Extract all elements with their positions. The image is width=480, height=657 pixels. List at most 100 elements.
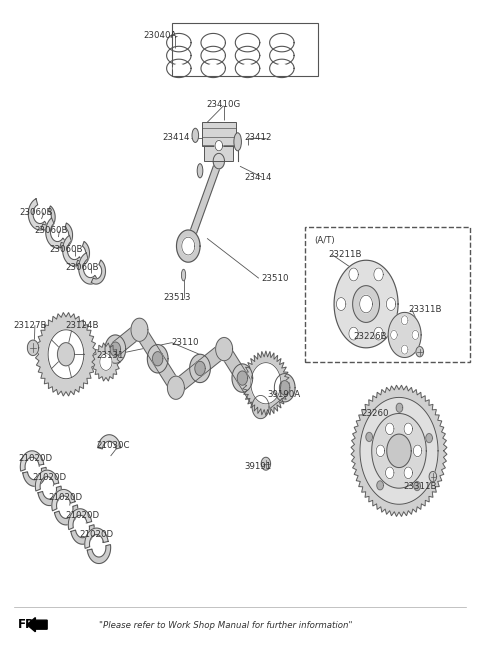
Polygon shape	[87, 545, 110, 564]
Polygon shape	[349, 327, 358, 340]
Polygon shape	[92, 343, 120, 381]
Polygon shape	[154, 353, 180, 393]
Polygon shape	[173, 64, 184, 72]
Text: 23410G: 23410G	[206, 100, 240, 109]
Text: 21030C: 21030C	[96, 442, 130, 450]
Text: 23260: 23260	[361, 409, 389, 418]
Text: 23060B: 23060B	[19, 208, 52, 217]
Text: (A/T): (A/T)	[314, 237, 335, 246]
Text: 23127B: 23127B	[13, 321, 47, 330]
Polygon shape	[23, 467, 46, 486]
Polygon shape	[76, 242, 89, 266]
Text: 23060B: 23060B	[49, 246, 83, 254]
Bar	[172, 23, 318, 76]
Polygon shape	[173, 362, 203, 394]
Polygon shape	[377, 481, 384, 490]
Polygon shape	[41, 206, 55, 230]
Text: 23110: 23110	[172, 338, 199, 347]
Polygon shape	[388, 313, 421, 357]
Polygon shape	[208, 64, 219, 72]
Polygon shape	[360, 397, 438, 505]
Polygon shape	[349, 268, 358, 281]
Text: 21020D: 21020D	[32, 474, 66, 482]
Polygon shape	[374, 327, 383, 340]
Polygon shape	[374, 268, 383, 281]
Polygon shape	[182, 237, 195, 255]
Polygon shape	[105, 335, 126, 363]
Text: 21020D: 21020D	[79, 530, 113, 539]
Polygon shape	[391, 330, 397, 340]
Polygon shape	[336, 298, 346, 311]
Polygon shape	[68, 509, 92, 530]
Polygon shape	[413, 445, 422, 457]
Polygon shape	[386, 298, 396, 311]
Text: 23414: 23414	[245, 173, 272, 182]
Bar	[202, 122, 236, 146]
Polygon shape	[237, 371, 248, 385]
Text: 23414: 23414	[162, 133, 190, 143]
Polygon shape	[429, 472, 437, 482]
Text: 39190A: 39190A	[267, 390, 300, 399]
Polygon shape	[58, 343, 74, 366]
Polygon shape	[195, 361, 205, 376]
Text: 21020D: 21020D	[18, 454, 52, 463]
Polygon shape	[353, 286, 380, 323]
Polygon shape	[71, 525, 94, 544]
Bar	[305, 227, 469, 362]
Ellipse shape	[192, 128, 199, 143]
Polygon shape	[238, 373, 265, 412]
Text: 21020D: 21020D	[48, 493, 82, 502]
Polygon shape	[387, 434, 411, 468]
Bar	[204, 146, 233, 161]
Text: 23040A: 23040A	[144, 31, 177, 40]
Polygon shape	[20, 451, 44, 471]
Polygon shape	[220, 344, 247, 383]
Polygon shape	[414, 482, 420, 491]
Text: 23412: 23412	[245, 133, 272, 143]
Polygon shape	[252, 396, 269, 419]
Polygon shape	[177, 230, 200, 262]
Polygon shape	[426, 434, 432, 443]
Text: 23513: 23513	[164, 293, 192, 302]
Polygon shape	[79, 253, 98, 284]
Polygon shape	[242, 351, 289, 415]
Polygon shape	[372, 413, 426, 488]
Polygon shape	[216, 338, 233, 361]
Polygon shape	[275, 374, 295, 402]
Polygon shape	[153, 351, 163, 366]
Polygon shape	[412, 330, 419, 340]
Polygon shape	[232, 364, 252, 392]
Polygon shape	[351, 385, 447, 516]
Text: 23211B: 23211B	[328, 250, 362, 259]
Ellipse shape	[234, 133, 241, 151]
Text: FR.: FR.	[18, 618, 40, 631]
Polygon shape	[197, 342, 227, 375]
Text: 23510: 23510	[261, 274, 288, 283]
Polygon shape	[185, 159, 222, 248]
Text: "Please refer to Work Shop Manual for further information": "Please refer to Work Shop Manual for fu…	[99, 622, 352, 631]
Polygon shape	[27, 340, 39, 355]
Polygon shape	[36, 313, 96, 396]
Polygon shape	[100, 353, 112, 371]
Polygon shape	[46, 218, 67, 248]
Polygon shape	[396, 403, 403, 412]
Polygon shape	[98, 435, 121, 449]
Text: 23311B: 23311B	[408, 305, 442, 313]
Text: 39191: 39191	[244, 463, 272, 472]
Ellipse shape	[181, 269, 186, 281]
Polygon shape	[112, 323, 142, 356]
Polygon shape	[60, 223, 72, 248]
Text: 23131: 23131	[96, 351, 124, 360]
Polygon shape	[261, 457, 271, 470]
Text: 21020D: 21020D	[65, 510, 99, 520]
Polygon shape	[258, 381, 288, 414]
Text: 23060B: 23060B	[65, 263, 98, 272]
Polygon shape	[131, 318, 148, 342]
Polygon shape	[215, 141, 223, 151]
Polygon shape	[279, 380, 290, 395]
Polygon shape	[213, 153, 225, 169]
Text: 23311B: 23311B	[404, 482, 437, 491]
Polygon shape	[48, 330, 84, 378]
Polygon shape	[168, 376, 184, 399]
Polygon shape	[135, 325, 162, 364]
